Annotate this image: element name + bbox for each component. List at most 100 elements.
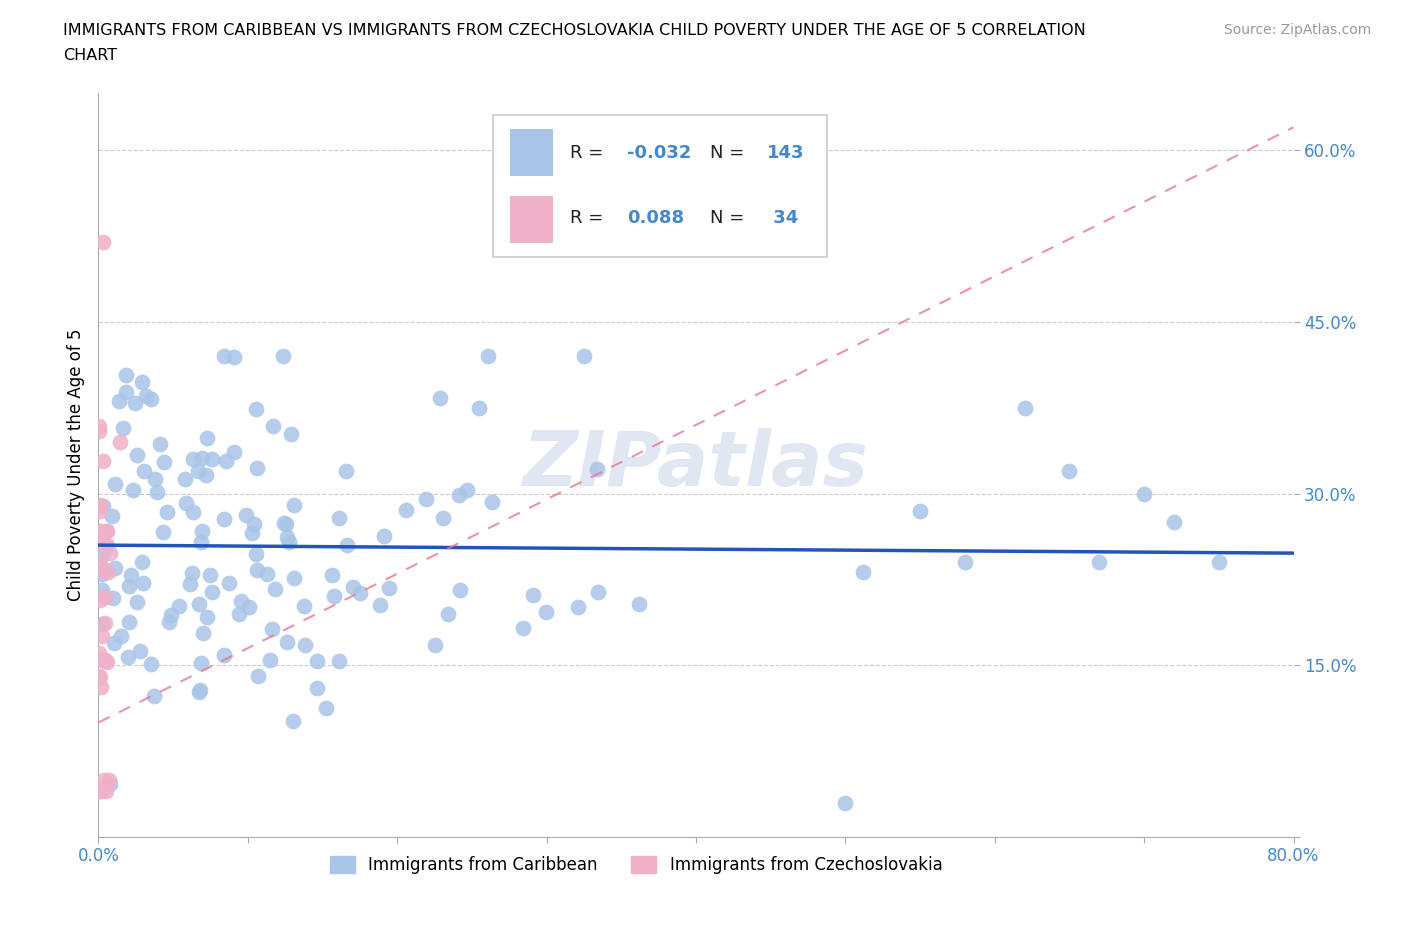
Point bbox=[91, 234, 114, 249]
Point bbox=[90, 567, 112, 582]
Point bbox=[104, 476, 127, 491]
Point bbox=[328, 511, 350, 525]
Point bbox=[425, 637, 447, 652]
Point bbox=[262, 418, 284, 433]
Point bbox=[96, 524, 118, 538]
Point bbox=[245, 401, 267, 416]
Y-axis label: Child Poverty Under the Age of 5: Child Poverty Under the Age of 5 bbox=[66, 328, 84, 602]
Point bbox=[852, 565, 875, 579]
Point bbox=[1208, 555, 1230, 570]
Point bbox=[111, 420, 134, 435]
Point bbox=[212, 349, 235, 364]
Point bbox=[117, 649, 139, 664]
Point bbox=[96, 524, 118, 538]
Point bbox=[118, 615, 141, 630]
Text: IMMIGRANTS FROM CARIBBEAN VS IMMIGRANTS FROM CZECHOSLOVAKIA CHILD POVERTY UNDER : IMMIGRANTS FROM CARIBBEAN VS IMMIGRANTS … bbox=[63, 23, 1085, 38]
Text: ZIPatlas: ZIPatlas bbox=[523, 428, 869, 502]
Point bbox=[93, 564, 115, 578]
Text: CHART: CHART bbox=[63, 48, 117, 63]
Point bbox=[335, 463, 357, 478]
Point bbox=[283, 570, 305, 585]
Point bbox=[91, 453, 114, 468]
Point bbox=[229, 594, 252, 609]
Point bbox=[97, 565, 120, 579]
Point bbox=[246, 563, 269, 578]
Point bbox=[180, 565, 202, 580]
Point bbox=[93, 653, 115, 668]
Point bbox=[201, 451, 224, 466]
Point bbox=[1133, 486, 1156, 501]
Point bbox=[194, 468, 217, 483]
Point bbox=[280, 427, 302, 442]
Point bbox=[134, 463, 156, 478]
Text: Source: ZipAtlas.com: Source: ZipAtlas.com bbox=[1223, 23, 1371, 37]
Point bbox=[908, 503, 931, 518]
Point bbox=[129, 643, 152, 658]
Point bbox=[89, 592, 111, 607]
Point bbox=[94, 563, 117, 578]
Point bbox=[91, 498, 114, 513]
Point bbox=[187, 684, 209, 699]
Point bbox=[586, 461, 609, 476]
Point bbox=[567, 600, 589, 615]
Point bbox=[218, 576, 240, 591]
Point bbox=[1014, 400, 1036, 415]
Point bbox=[101, 509, 124, 524]
Point bbox=[245, 546, 267, 561]
Point bbox=[156, 504, 179, 519]
Point bbox=[98, 546, 121, 561]
Point bbox=[90, 784, 112, 799]
Point bbox=[157, 615, 180, 630]
Point bbox=[456, 483, 478, 498]
Point bbox=[149, 437, 172, 452]
Point bbox=[534, 604, 557, 619]
Point bbox=[190, 524, 212, 538]
Point bbox=[437, 606, 460, 621]
Point bbox=[97, 772, 120, 787]
Point bbox=[449, 583, 471, 598]
Point bbox=[121, 483, 143, 498]
Point bbox=[336, 538, 359, 552]
Point bbox=[307, 654, 329, 669]
Point bbox=[834, 795, 856, 810]
Point bbox=[93, 772, 115, 787]
Point bbox=[90, 679, 112, 694]
Point bbox=[159, 608, 181, 623]
Point bbox=[103, 591, 125, 605]
Point bbox=[278, 535, 301, 550]
Point bbox=[481, 494, 503, 509]
Point bbox=[120, 567, 142, 582]
Point bbox=[125, 594, 148, 609]
Point bbox=[125, 447, 148, 462]
Point bbox=[103, 636, 125, 651]
Point bbox=[259, 653, 281, 668]
Point bbox=[107, 393, 129, 408]
Point bbox=[94, 784, 117, 799]
Point bbox=[468, 400, 491, 415]
Point bbox=[370, 598, 392, 613]
Point bbox=[342, 579, 364, 594]
Point bbox=[235, 508, 257, 523]
Point bbox=[246, 461, 269, 476]
Point bbox=[94, 590, 117, 604]
Point bbox=[139, 657, 162, 671]
Point bbox=[1059, 463, 1081, 478]
Point bbox=[118, 578, 141, 593]
Point bbox=[198, 567, 221, 582]
Point bbox=[395, 503, 418, 518]
Point bbox=[89, 553, 111, 568]
Point bbox=[89, 504, 111, 519]
Point bbox=[1163, 515, 1185, 530]
Point bbox=[143, 472, 166, 486]
Point bbox=[89, 498, 111, 512]
Point bbox=[90, 628, 112, 643]
Point bbox=[191, 450, 214, 465]
Point bbox=[94, 616, 117, 631]
Point bbox=[273, 515, 295, 530]
Point bbox=[222, 445, 245, 459]
Point bbox=[91, 653, 114, 668]
Point bbox=[373, 528, 395, 543]
Point bbox=[201, 585, 224, 600]
Point bbox=[195, 610, 218, 625]
Point bbox=[174, 472, 197, 486]
